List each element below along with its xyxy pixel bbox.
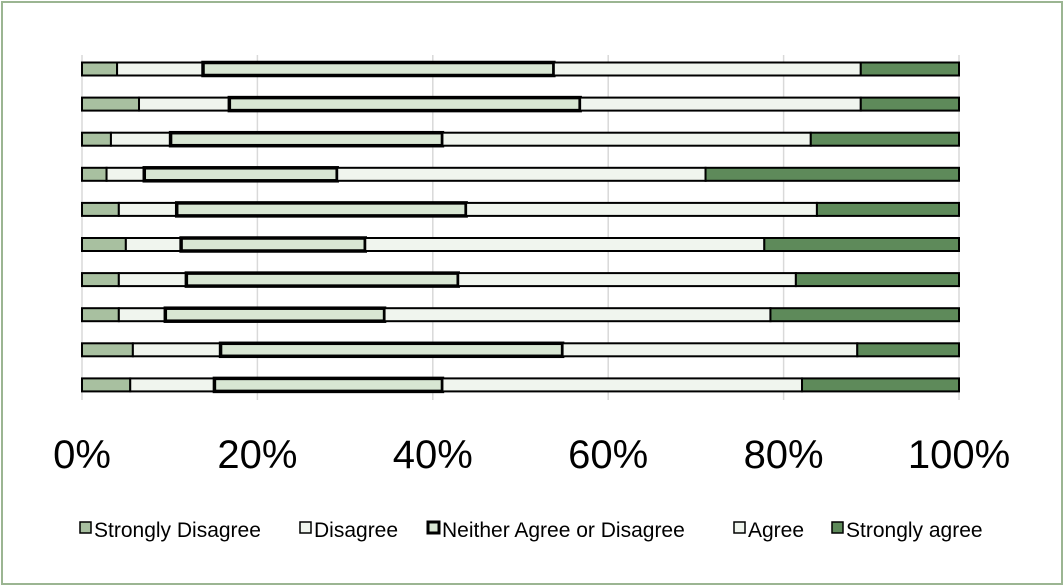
bar-segment-neither-agree-or-disagree: [179, 236, 368, 253]
bar-segment-strongly-disagree: [81, 166, 108, 182]
bar-row: [81, 130, 960, 148]
bar-segment-strongly-disagree: [81, 342, 134, 358]
x-tick-label: 60%: [568, 433, 648, 477]
legend-item: Strongly Disagree: [79, 519, 261, 542]
bar-segment-strongly-agree: [769, 307, 960, 323]
bar-segment-strongly-agree: [815, 201, 961, 217]
bar-segment-disagree: [138, 96, 231, 112]
bar-segment-strongly-disagree: [81, 307, 120, 323]
bar-segment-agree: [441, 377, 804, 393]
bar-segment-strongly-disagree: [81, 237, 127, 252]
bar-segment-neither-agree-or-disagree: [163, 306, 387, 323]
bar-segment-agree: [457, 272, 797, 288]
bar-row: [81, 201, 961, 218]
legend-item: Agree: [733, 519, 804, 542]
legend-label: Disagree: [314, 519, 398, 542]
bar-segment-agree: [364, 237, 766, 252]
bar-segment-strongly-disagree: [81, 272, 120, 288]
bar-segment-agree: [383, 307, 772, 323]
legend-swatch: [733, 521, 746, 534]
x-tick-label: 80%: [744, 433, 824, 477]
x-tick-label: 40%: [393, 433, 473, 477]
bar-segment-strongly-agree: [856, 342, 961, 358]
bar-segment-neither-agree-or-disagree: [174, 201, 468, 218]
bar-segment-neither-agree-or-disagree: [218, 341, 565, 359]
legend-swatch: [831, 521, 844, 534]
bar-segment-disagree: [116, 61, 205, 77]
bar-segment-strongly-agree: [859, 61, 960, 77]
bar-row: [81, 60, 960, 78]
bar-row: [81, 306, 960, 323]
bar-segment-agree: [465, 201, 818, 217]
bar-segment-agree: [336, 166, 707, 182]
bar-segment-disagree: [129, 377, 216, 393]
legend-swatch: [299, 521, 312, 534]
bar-segment-strongly-disagree: [81, 201, 120, 217]
x-tick-label: 20%: [217, 433, 297, 477]
bar-segment-neither-agree-or-disagree: [212, 376, 445, 394]
bar-segment-neither-agree-or-disagree: [184, 271, 460, 288]
legend-label: Strongly agree: [846, 519, 983, 542]
legend-label: Neither Agree or Disagree: [442, 519, 685, 542]
bar-segment-agree: [561, 342, 859, 358]
bar-segment-neither-agree-or-disagree: [227, 95, 582, 113]
bar-segment-neither-agree-or-disagree: [168, 130, 445, 148]
bar-segment-disagree: [109, 131, 172, 147]
bar-segment-disagree: [117, 307, 167, 323]
bar-segment-disagree: [117, 201, 178, 217]
bar-segment-strongly-agree: [859, 96, 960, 112]
bar-segment-strongly-disagree: [81, 96, 141, 112]
legend-swatch: [79, 521, 92, 534]
bar-row: [81, 166, 960, 183]
bar-row: [81, 95, 960, 113]
bar-segment-strongly-agree: [704, 166, 960, 182]
legend-item: Disagree: [299, 519, 398, 542]
bar-segment-strongly-agree: [763, 237, 961, 252]
bar-segment-disagree: [124, 237, 183, 252]
bar-row: [81, 341, 961, 359]
x-tick-label: 100%: [908, 433, 1010, 477]
bar-row: [81, 236, 961, 253]
bar-segment-agree: [552, 61, 862, 77]
bar-segment-neither-agree-or-disagree: [142, 166, 339, 183]
legend-swatch: [426, 520, 441, 535]
legend-label: Strongly Disagree: [94, 519, 261, 542]
legend-label: Agree: [748, 519, 804, 542]
bar-segment-strongly-disagree: [81, 131, 112, 147]
bar-row: [81, 376, 961, 394]
bar-segment-disagree: [117, 272, 188, 288]
bar-segment-agree: [441, 131, 812, 147]
legend: Strongly Disagree Disagree Neither Agree o…: [79, 519, 983, 542]
x-axis-tick-labels: 0% 20% 40% 60% 80% 100%: [53, 433, 1010, 477]
x-tick-label: 0%: [53, 433, 111, 477]
bar-segment-strongly-agree: [794, 272, 960, 288]
legend-item: Neither Agree or Disagree: [426, 519, 685, 542]
bar-segment-agree: [579, 96, 862, 112]
bar-row: [81, 271, 960, 288]
bar-segment-strongly-disagree: [81, 377, 132, 393]
bar-segment-disagree: [131, 342, 222, 358]
bar-segment-neither-agree-or-disagree: [201, 60, 556, 78]
bars: [81, 60, 961, 394]
bar-segment-strongly-disagree: [81, 61, 119, 77]
legend-item: Strongly agree: [831, 519, 983, 542]
bar-segment-disagree: [105, 166, 146, 182]
bar-segment-strongly-agree: [809, 131, 960, 147]
bar-segment-strongly-agree: [801, 377, 961, 393]
